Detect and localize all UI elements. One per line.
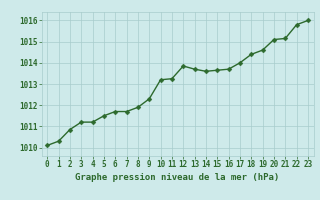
X-axis label: Graphe pression niveau de la mer (hPa): Graphe pression niveau de la mer (hPa) <box>76 173 280 182</box>
